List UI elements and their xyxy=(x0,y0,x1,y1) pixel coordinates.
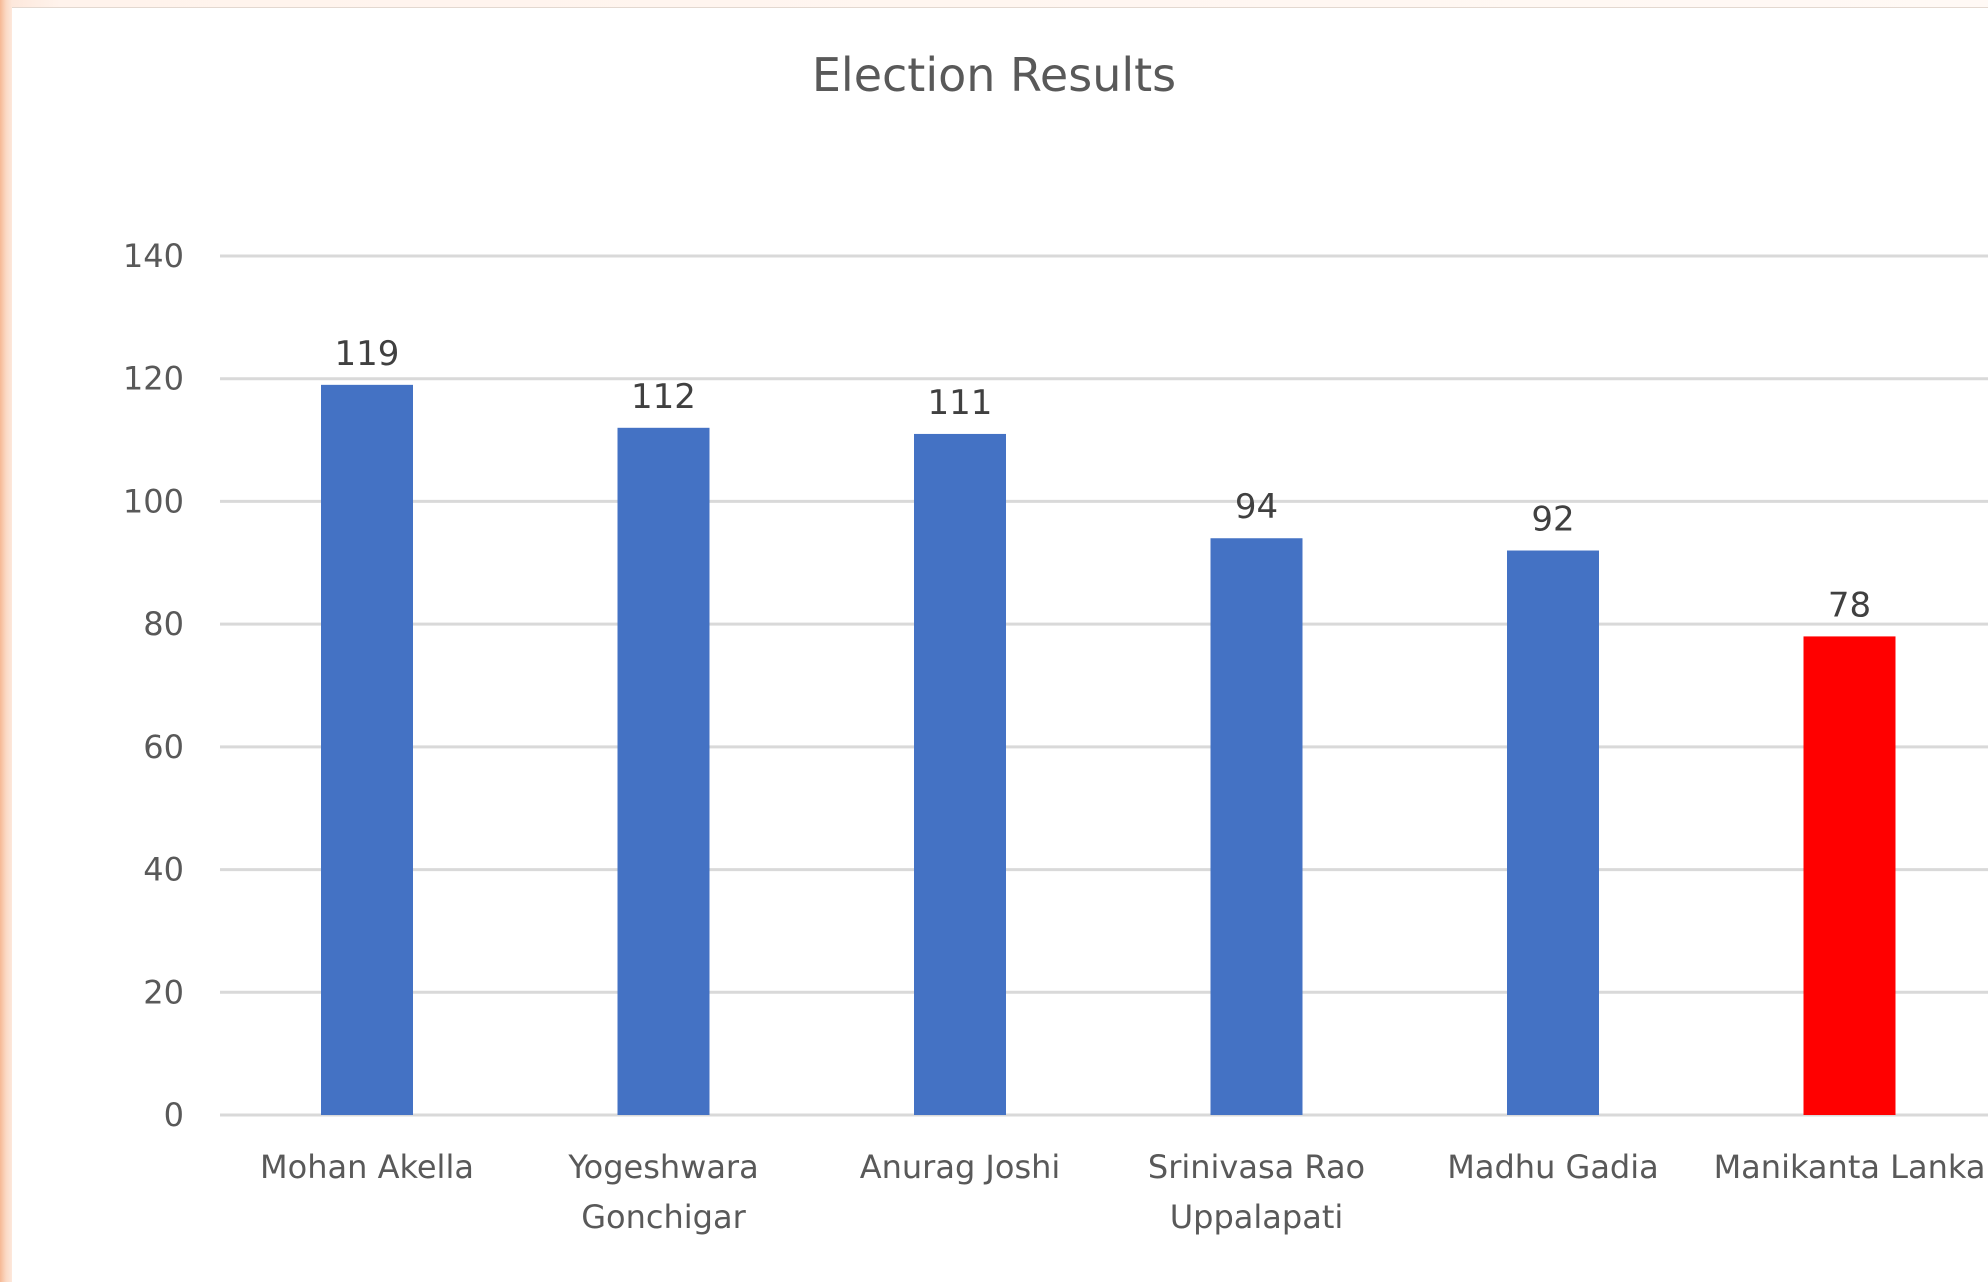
y-tick-label: 140 xyxy=(123,237,184,275)
bar xyxy=(1210,538,1303,1115)
bar-value-label: 92 xyxy=(1531,500,1574,540)
gridlines xyxy=(220,254,1988,1117)
bar-value-label: 78 xyxy=(1828,585,1871,625)
y-tick-label: 0 xyxy=(164,1096,184,1134)
x-category-label: Manikanta Lanka xyxy=(1714,1148,1986,1186)
bar xyxy=(914,433,1006,1116)
y-tick-label: 20 xyxy=(143,973,184,1011)
bar-value-label: 111 xyxy=(928,383,993,423)
data-labels: 119 112 111 94 92 78 xyxy=(335,334,1872,626)
y-tick-label: 80 xyxy=(143,605,184,643)
x-category-label: Uppalapati xyxy=(1170,1198,1344,1236)
x-category-label: Madhu Gadia xyxy=(1447,1148,1658,1186)
chart-title: Election Results xyxy=(811,48,1177,102)
y-tick-label: 60 xyxy=(143,728,184,766)
x-category-label: Yogeshwara xyxy=(567,1148,758,1186)
bar-value-label: 94 xyxy=(1235,487,1278,527)
x-category-label: Mohan Akella xyxy=(260,1148,474,1186)
y-tick-label: 100 xyxy=(123,482,184,520)
bar xyxy=(1507,550,1599,1115)
bars xyxy=(321,384,1896,1116)
bar-value-label: 119 xyxy=(335,334,400,374)
x-category-label: Anurag Joshi xyxy=(860,1148,1061,1186)
bar xyxy=(617,427,710,1115)
x-axis: Mohan Akella Yogeshwara Gonchigar Anurag Jo… xyxy=(260,1148,1985,1236)
x-category-label: Gonchigar xyxy=(581,1198,746,1236)
y-tick-label: 40 xyxy=(143,851,184,889)
bar xyxy=(1803,636,1896,1115)
x-category-label: Srinivasa Rao xyxy=(1148,1148,1365,1186)
y-axis: 0 20 40 60 80 100 120 140 xyxy=(123,237,184,1134)
bar-value-label: 112 xyxy=(631,377,696,417)
y-tick-label: 120 xyxy=(123,360,184,398)
bar xyxy=(321,384,413,1116)
